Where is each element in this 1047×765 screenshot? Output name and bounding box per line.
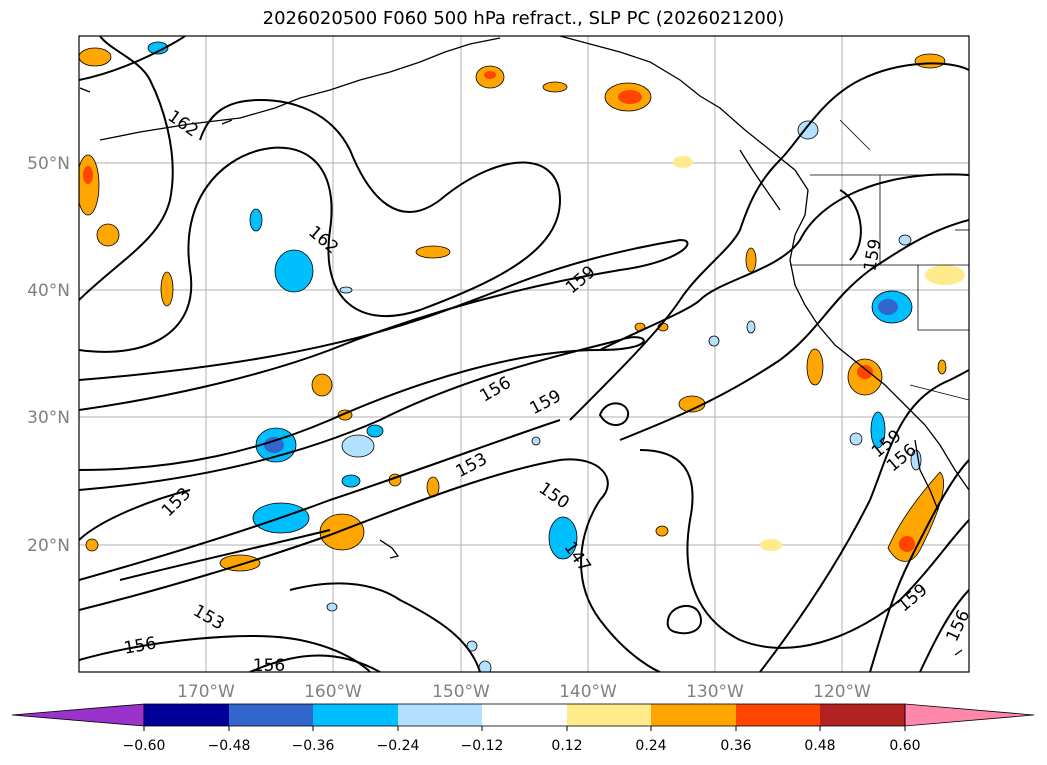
colorbar-tick: 0.60 — [889, 738, 920, 754]
contour-label: 156 — [253, 656, 285, 676]
refractivity-fill — [79, 41, 965, 672]
contour-label: 153 — [189, 601, 227, 635]
lon-label: 150°W — [432, 682, 490, 702]
contour-label: 153 — [453, 449, 491, 482]
contour-label: 159 — [527, 386, 565, 419]
contour-labels: 162 162 159 156 159 153 150 147 153 153 … — [122, 106, 975, 676]
colorbar: −0.60 −0.48 −0.36 −0.24 −0.12 0.12 0.24 … — [11, 703, 1035, 754]
colorbar-tick: −0.48 — [208, 738, 251, 754]
colorbar-tick: 0.36 — [720, 738, 751, 754]
latitude-labels: 50°N 40°N 30°N 20°N — [27, 154, 70, 556]
contour-label: 162 — [304, 222, 342, 258]
colorbar-segment — [567, 704, 651, 726]
colorbar-tick: 0.24 — [635, 738, 666, 754]
colorbar-segment — [398, 704, 482, 726]
contour-label: 159 — [562, 262, 600, 298]
lat-label: 50°N — [27, 154, 70, 174]
colorbar-segment — [736, 704, 820, 726]
colorbar-segment — [820, 704, 905, 726]
slp-contours — [79, 36, 969, 672]
colorbar-tick: 0.12 — [551, 738, 582, 754]
contour-label: 156 — [943, 607, 975, 645]
colorbar-tick: −0.60 — [123, 738, 166, 754]
lat-label: 30°N — [27, 408, 70, 428]
colorbar-tick: −0.36 — [292, 738, 335, 754]
colorbar-segment — [482, 704, 567, 726]
contour-label: 150 — [535, 478, 573, 513]
colorbar-extend-high — [904, 703, 1035, 727]
lat-label: 20°N — [27, 536, 70, 556]
map-frame — [78, 35, 970, 673]
contour-label: 156 — [122, 633, 157, 658]
colorbar-segment — [144, 704, 229, 726]
lon-label: 160°W — [304, 682, 362, 702]
longitude-labels: 170°W 160°W 150°W 140°W 130°W 120°W — [177, 682, 871, 702]
colorbar-extend-low — [11, 703, 145, 727]
lon-label: 130°W — [686, 682, 744, 702]
lon-label: 170°W — [177, 682, 235, 702]
lon-label: 120°W — [813, 682, 871, 702]
colorbar-segment — [229, 704, 313, 726]
map-title: 2026020500 F060 500 hPa refract., SLP PC… — [262, 8, 785, 29]
colorbar-tick: 0.48 — [804, 738, 835, 754]
colorbar-segment — [651, 704, 736, 726]
lat-label: 40°N — [27, 281, 70, 301]
graticule — [79, 36, 969, 672]
lon-label: 140°W — [559, 682, 617, 702]
colorbar-segment — [313, 704, 398, 726]
contour-label: 159 — [860, 237, 885, 272]
colorbar-tick: −0.24 — [377, 738, 420, 754]
contour-label: 159 — [894, 580, 932, 616]
colorbar-tick: −0.12 — [461, 738, 504, 754]
